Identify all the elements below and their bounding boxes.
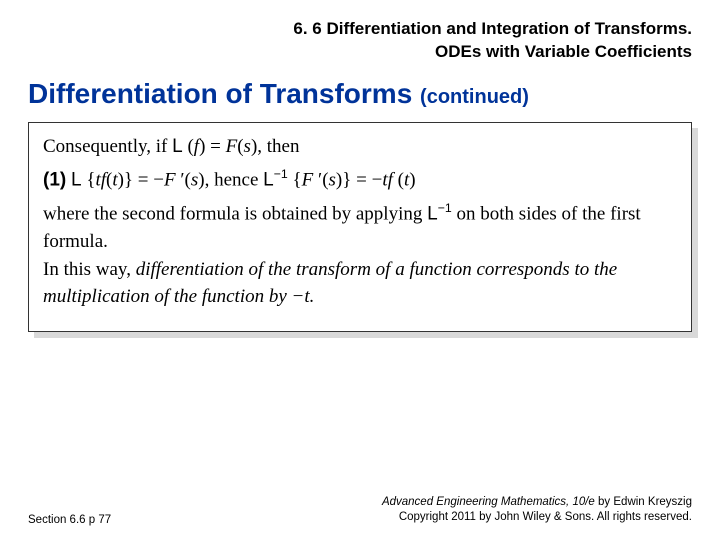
text: ), hence <box>198 170 263 191</box>
laplace-symbol: L <box>263 170 274 191</box>
var-F: F <box>226 136 238 157</box>
footer-right: Advanced Engineering Mathematics, 10/e b… <box>382 495 692 526</box>
text: In this way, <box>43 259 136 280</box>
slide-title-suffix: (continued) <box>420 86 529 108</box>
var-F: F <box>164 170 176 191</box>
text: where the second formula is obtained by … <box>43 204 427 225</box>
text: ′( <box>313 170 328 191</box>
chapter-header: 6. 6 Differentiation and Integration of … <box>0 0 720 72</box>
text: { <box>82 170 96 191</box>
footer-left: Section 6.6 p 77 <box>28 514 111 526</box>
chapter-header-line1: 6. 6 Differentiation and Integration of … <box>28 18 692 41</box>
text: ( <box>393 170 404 191</box>
var-s: s <box>244 136 251 157</box>
paragraph-3: where the second formula is obtained by … <box>43 200 677 311</box>
text: )} = − <box>336 170 382 191</box>
var-F: F <box>302 170 314 191</box>
var-tf: tf <box>95 170 106 191</box>
footer: Section 6.6 p 77 Advanced Engineering Ma… <box>0 495 720 526</box>
text: ( <box>183 136 194 157</box>
book-title: Advanced Engineering Mathematics, 10/e <box>382 496 595 508</box>
text: )} = − <box>118 170 164 191</box>
author: by Edwin Kreyszig <box>595 496 692 508</box>
superscript-minus1: −1 <box>274 167 288 181</box>
var-tf: tf <box>382 170 393 191</box>
slide-title: Differentiation of Transforms (continued… <box>0 72 720 122</box>
equation-line: (1) L {tf(t)} = −F ′(s), hence L−1 {F ′(… <box>43 166 677 194</box>
text: ) = <box>199 136 226 157</box>
slide-title-main: Differentiation of Transforms <box>28 78 412 109</box>
equation-number: (1) <box>43 170 66 191</box>
laplace-symbol: L <box>427 204 438 225</box>
paragraph-1: Consequently, if L (f) = F(s), then <box>43 133 677 161</box>
text: ), then <box>251 136 300 157</box>
var-s: s <box>329 170 336 191</box>
content-box: Consequently, if L (f) = F(s), then (1) … <box>28 122 692 332</box>
text: ) <box>409 170 415 191</box>
content-body: Consequently, if L (f) = F(s), then (1) … <box>28 122 692 332</box>
laplace-symbol: L <box>172 136 183 157</box>
footer-copyright: Copyright 2011 by John Wiley & Sons. All… <box>382 510 692 526</box>
footer-book-line: Advanced Engineering Mathematics, 10/e b… <box>382 495 692 511</box>
text: { <box>288 170 302 191</box>
text: Consequently, if <box>43 136 172 157</box>
superscript-minus1: −1 <box>438 201 452 215</box>
chapter-header-line2: ODEs with Variable Coefficients <box>28 41 692 64</box>
text: ′( <box>176 170 191 191</box>
laplace-symbol: L <box>71 170 82 191</box>
